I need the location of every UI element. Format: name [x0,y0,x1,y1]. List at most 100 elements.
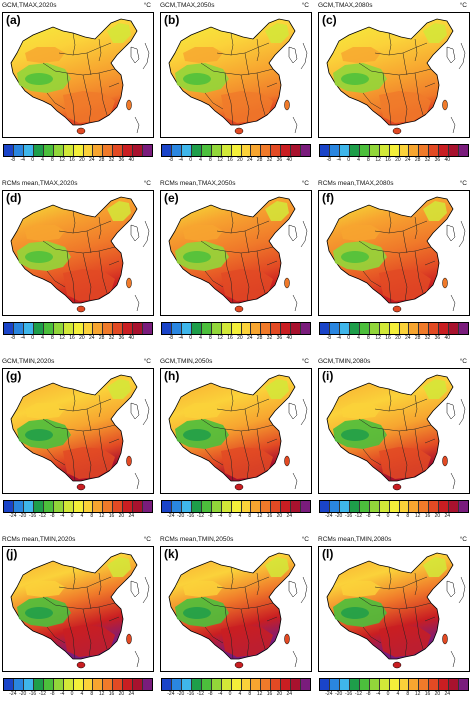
province-border [402,230,408,254]
province-border [200,596,274,610]
province-border [424,82,436,88]
map-panel: GCM,TMAX,2080s °C (c) -8 -4 0 4 8 12 16 20 24 28 32 36… [316,2,470,176]
colorbar-segment [241,323,252,334]
colorbar-tick-label: 20 [118,691,125,697]
panel-title: GCM,TMIN,2050s [160,358,213,365]
colorbar-segment [429,323,440,334]
colorbar-segment [419,145,430,156]
colorbar-segment [339,145,350,156]
colorbar-segment [349,323,360,334]
unit-label: °C [301,536,309,543]
colorbar-segment [93,323,104,334]
colorbar-segment [171,323,182,334]
colorbar-segment [251,501,262,512]
colorbar-tick-label: 20 [434,513,441,519]
neighbor-coastline [130,580,140,598]
colorbar-segment [399,323,410,334]
neighbor-coastline [142,42,150,70]
colorbar-segment [379,679,390,690]
colorbar-segment [320,145,330,156]
colorbar-segment [103,501,114,512]
colorbar-tick-label: 0 [228,691,232,697]
china-temperature-map [10,374,150,491]
colorbar-segment [409,145,420,156]
colorbar-tick-label: -8 [168,335,174,341]
colorbar-segment [143,145,153,156]
colorbar-segment [162,501,172,512]
panel-letter: (l) [322,547,334,561]
province-border [200,62,274,76]
colorbar-ticks: -8 -4 0 4 8 12 16 20 24 28 32 36 40 [161,335,311,344]
province-border [240,252,250,302]
colorbar-tick-label: 8 [366,335,370,341]
colorbar-segment [349,501,360,512]
colorbar-segment [329,145,340,156]
province-border [358,62,432,76]
colorbar-segment [73,501,84,512]
plateau-core-region [341,429,369,441]
plateau-core-region [183,251,211,263]
colorbar-segment [43,145,54,156]
colorbar-segment [449,323,460,334]
neighbor-coastline [458,576,466,604]
northeast-region [423,201,447,221]
colorbar [3,322,153,335]
colorbar-segment [449,501,460,512]
colorbar-tick-label: -16 [344,513,353,519]
colorbar-tick-label: 4 [396,691,400,697]
northeast-region [265,201,289,221]
colorbar-tick-label: 16 [385,157,391,163]
hainan-island [234,661,244,669]
china-temperature-map [168,552,308,669]
southeast-region [379,447,431,479]
unit-label: °C [459,536,467,543]
taiwan-island [284,277,290,289]
tarim-basin-region [25,225,65,241]
china-temperature-map [326,18,466,135]
hainan-island [392,661,402,669]
colorbar-segment [281,145,292,156]
colorbar-segment [281,323,292,334]
colorbar-segment [231,323,242,334]
colorbar-segment [449,145,460,156]
panel-letter: (g) [6,369,22,383]
taiwan-island [284,633,290,645]
colorbar-tick-label: 16 [227,335,233,341]
colorbar-segment [201,501,212,512]
province-border [256,394,260,418]
panel-letter: (j) [6,547,18,561]
colorbar-tick-label: -12 [196,513,205,519]
taiwan-island [442,277,448,289]
panel-title: GCM,TMAX,2020s [2,2,57,9]
colorbar [319,500,469,513]
province-border [42,418,116,432]
plateau-core-region [183,73,211,85]
neighbor-coastline [134,472,140,490]
taiwan-island [126,455,132,467]
colorbar-tick-label: 4 [238,691,242,697]
map-panel: RCMs mean,TMIN,2080s °C (l) -24 -20 -16 -12 -8-… [316,536,470,710]
colorbar-segment [13,145,24,156]
colorbar-tick-label: -8 [10,157,16,163]
colorbar-ticks: -24 -20 -16 -12 -8 -4 0 4 8 12 16 20 24 [161,513,311,522]
hainan-island [76,483,86,491]
panel-title: GCM,TMIN,2020s [2,358,55,365]
colorbar-tick-label: 16 [108,691,115,697]
colorbar-tick-label: -20 [177,691,185,697]
tarim-basin-region [341,403,381,419]
colorbar-tick-label: 16 [266,691,273,697]
colorbar-tick-label: 0 [228,513,232,519]
colorbar [319,144,469,157]
province-border [66,606,76,660]
province-border [42,240,116,254]
colorbar-segment [429,679,440,690]
map-panel: RCMs mean,TMAX,2050s °C (e) -8 -4 0 4 8 12 16 20 24… [158,180,312,354]
colorbar [161,678,311,691]
province-border [66,250,76,304]
northeast-region [423,23,447,43]
colorbar-segment [349,679,360,690]
colorbar-tick-label: 0 [386,513,390,519]
colorbar [3,144,153,157]
tarim-basin-region [183,225,223,241]
hainan-island [76,127,86,135]
